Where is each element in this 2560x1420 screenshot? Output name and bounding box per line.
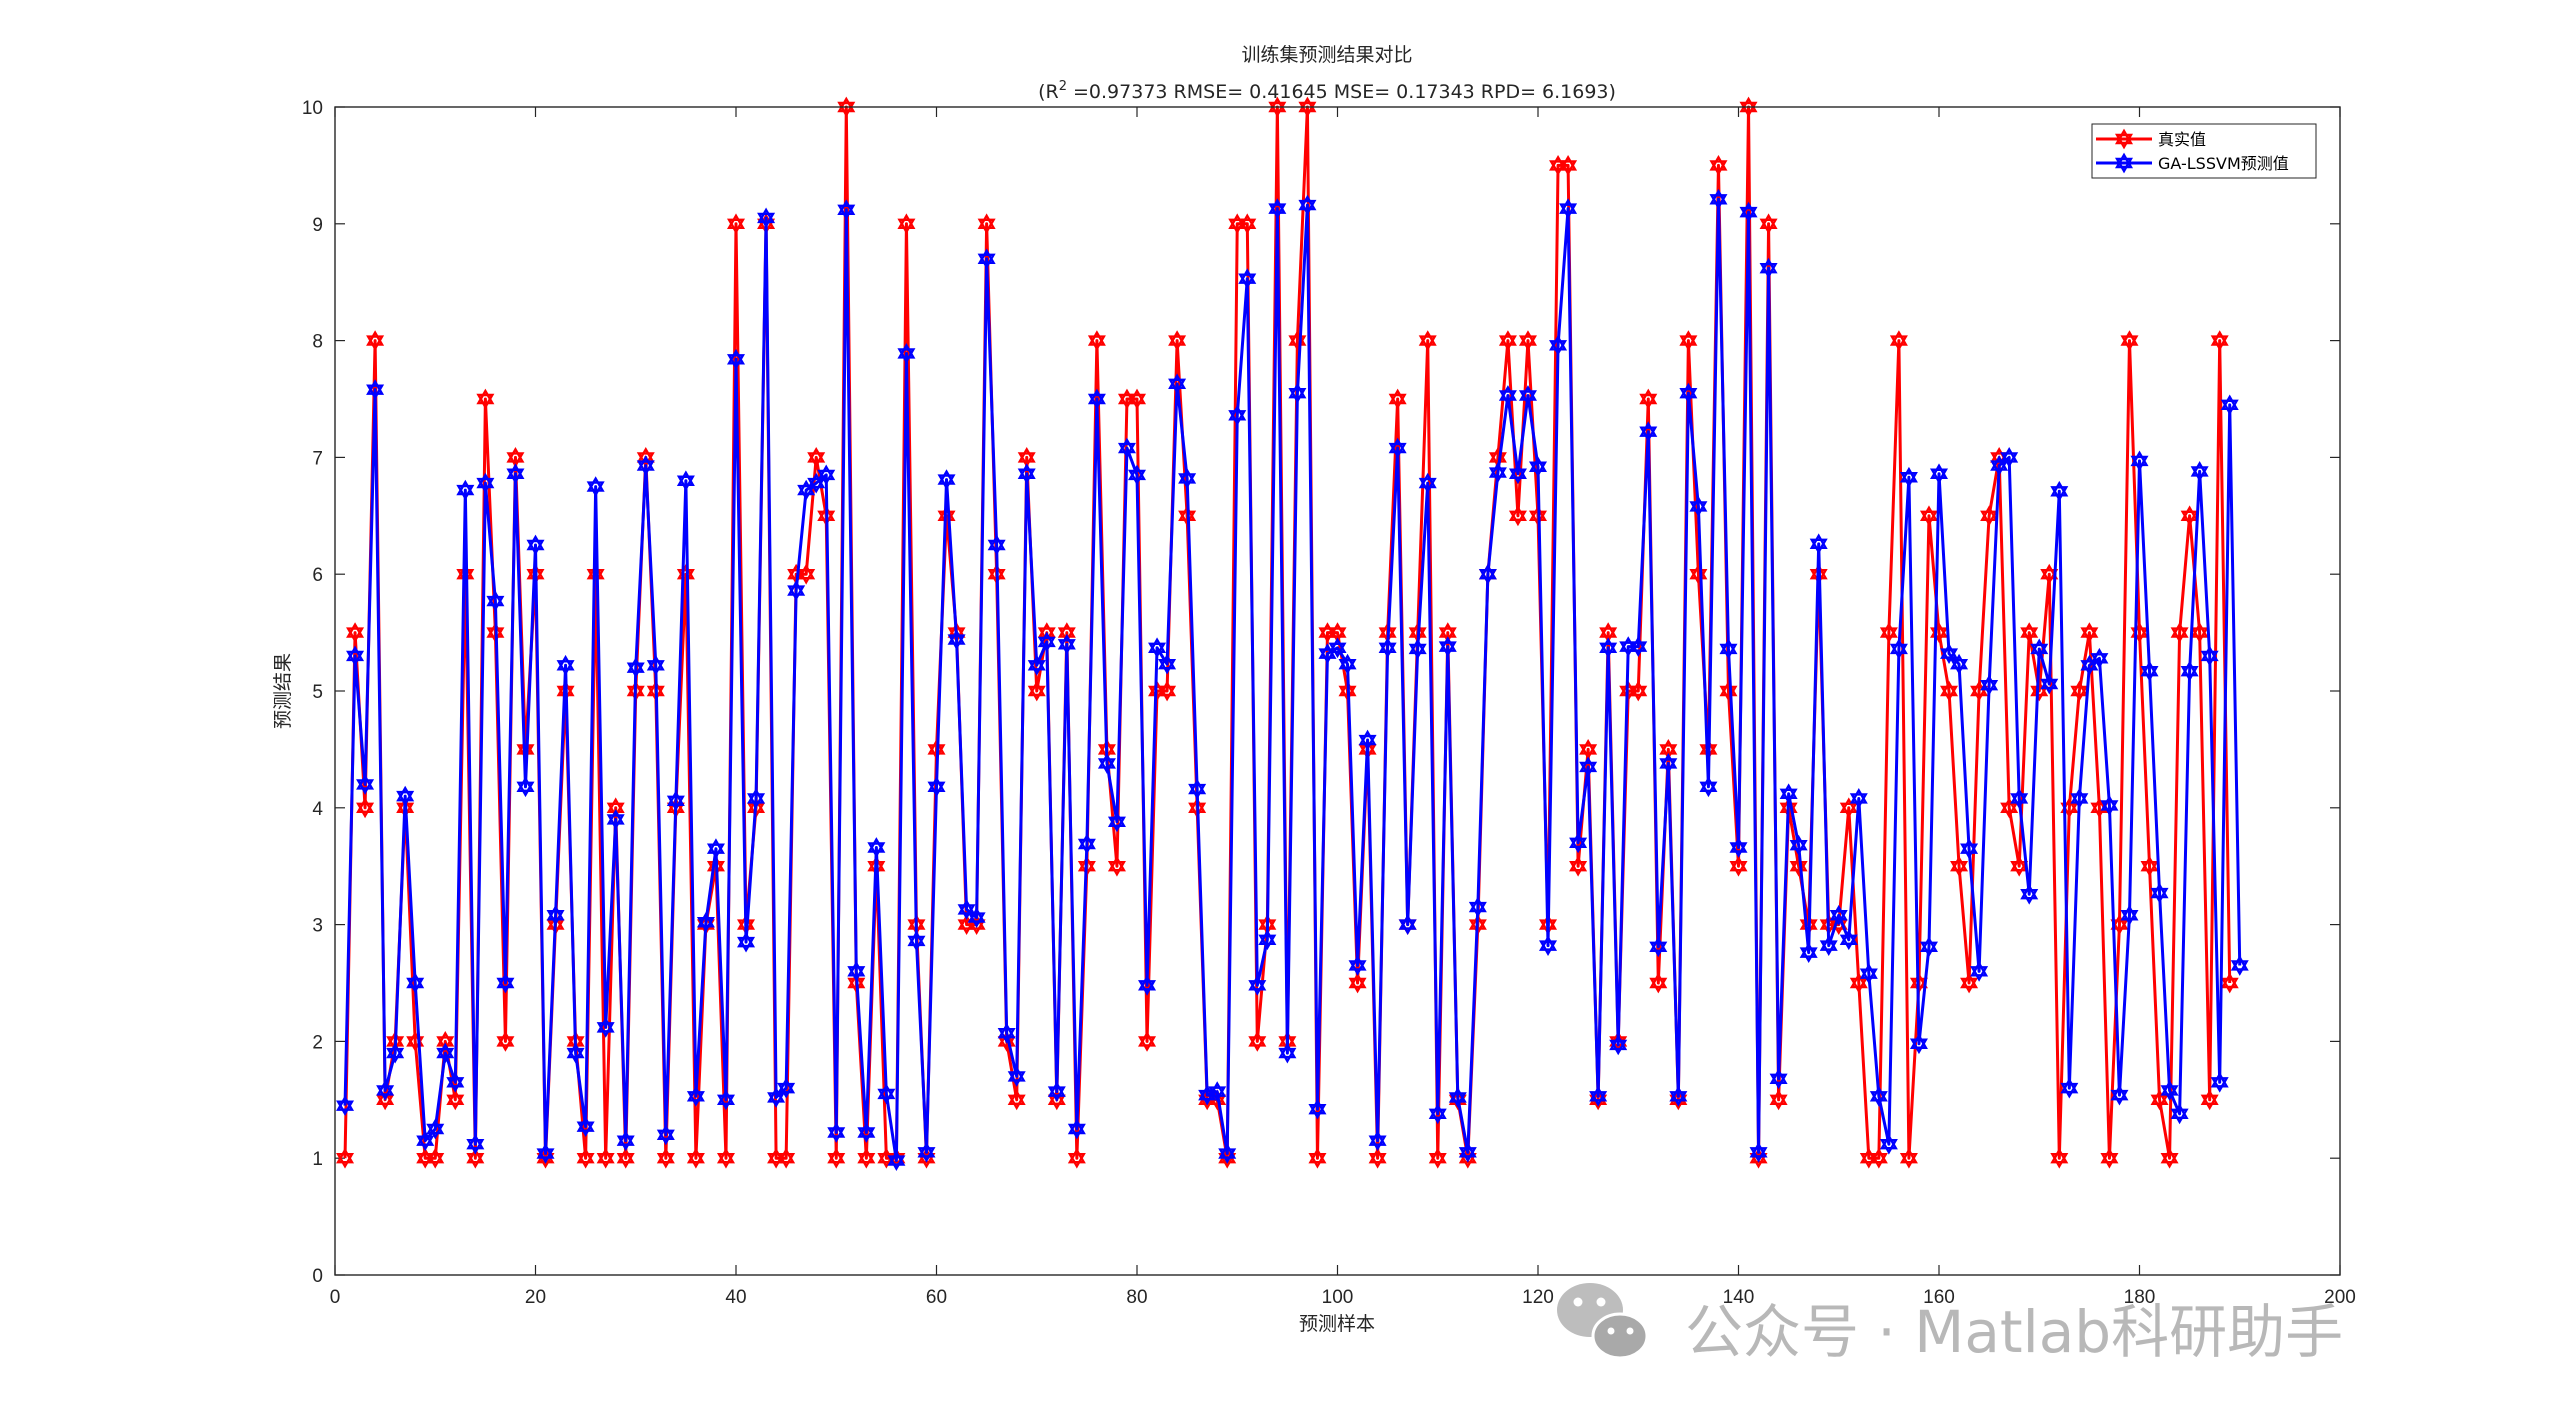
- watermark-text: 公众号 · Matlab科研助手: [1685, 1298, 2343, 1366]
- subtitle-open: (R: [1038, 81, 1059, 103]
- x-tick-label: 200: [2324, 1287, 2356, 1308]
- x-tick-label: 40: [725, 1287, 746, 1308]
- y-tick-label: 5: [312, 682, 323, 703]
- wechat-icon: [1557, 1283, 1649, 1360]
- y-tick-label: 2: [312, 1032, 323, 1053]
- legend-item-predicted: GA-LSSVM预测值: [2096, 153, 2289, 173]
- x-tick-label: 120: [1522, 1287, 1554, 1308]
- legend-label-actual: 真实值: [2158, 130, 2206, 149]
- subtitle-metrics: =0.97373 RMSE= 0.41645 MSE= 0.17343 RPD=…: [1067, 81, 1616, 103]
- axis-ticks: 0 20 40 60 80 100 120 140 160 180 200 0 1 2 3 4 5 6 7 8 9 10: [302, 98, 2356, 1308]
- y-tick-label: 4: [312, 799, 323, 820]
- y-axis-label: 预测结果: [272, 653, 294, 729]
- y-tick-label: 6: [312, 565, 323, 586]
- x-axis-label: 预测样本: [1299, 1313, 1375, 1335]
- series-predicted: [336, 190, 2248, 1170]
- legend-item-actual: 真实值: [2096, 129, 2206, 149]
- watermark: 公众号 · Matlab科研助手: [1557, 1283, 2343, 1366]
- chart-subtitle: (R2 =0.97373 RMSE= 0.41645 MSE= 0.17343 …: [1038, 79, 1616, 103]
- x-tick-label: 0: [330, 1287, 341, 1308]
- x-tick-label: 180: [2124, 1287, 2156, 1308]
- series-line: [343, 197, 2242, 1163]
- legend-label-predicted: GA-LSSVM预测值: [2158, 154, 2289, 173]
- x-tick-label: 60: [926, 1287, 947, 1308]
- x-tick-label: 80: [1126, 1287, 1147, 1308]
- legend: 真实值 GA-LSSVM预测值: [2091, 123, 2317, 179]
- y-tick-label: 10: [302, 98, 323, 119]
- subtitle-superscript: 2: [1059, 79, 1067, 94]
- y-tick-label: 0: [312, 1266, 323, 1287]
- legend-box: [2091, 123, 2317, 179]
- y-tick-label: 8: [312, 332, 323, 353]
- x-tick-label: 160: [1923, 1287, 1955, 1308]
- plot-area-frame: [334, 106, 2341, 1276]
- x-tick-label: 100: [1322, 1287, 1354, 1308]
- y-tick-label: 9: [312, 215, 323, 236]
- y-tick-label: 3: [312, 916, 323, 937]
- y-tick-label: 1: [312, 1149, 323, 1170]
- x-tick-label: 20: [525, 1287, 546, 1308]
- series-layer: [336, 97, 2248, 1170]
- x-tick-label: 140: [1723, 1287, 1755, 1308]
- y-tick-label: 7: [312, 448, 323, 469]
- chart-title: 训练集预测结果对比: [1241, 44, 1412, 66]
